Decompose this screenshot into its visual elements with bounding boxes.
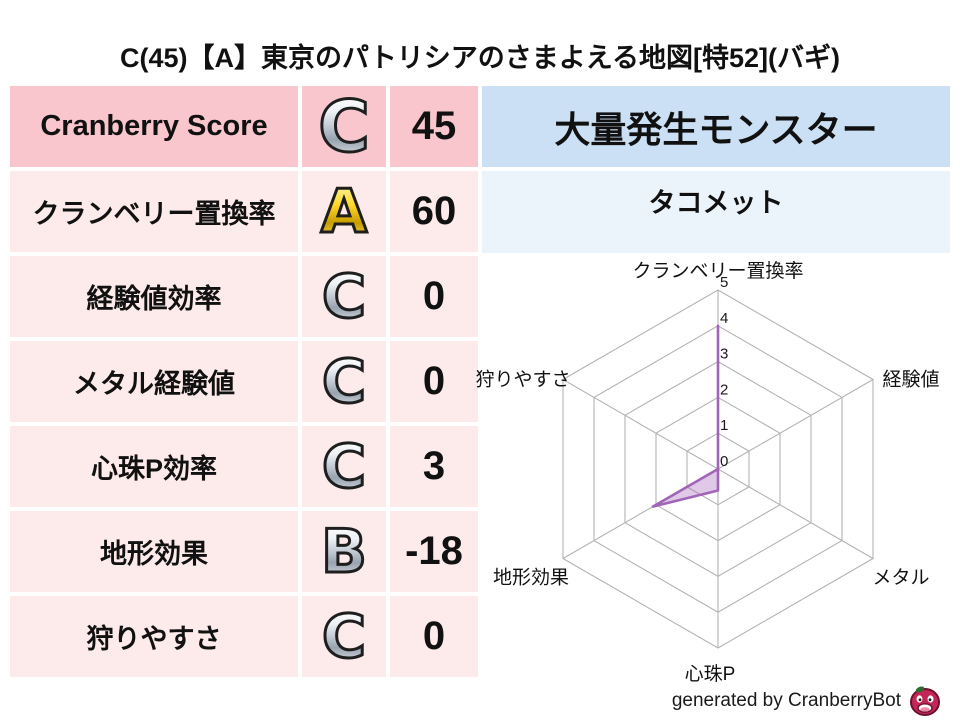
grade-badge-C: C — [320, 261, 367, 332]
grade-badge-C: C — [320, 601, 367, 672]
grade-badge-C: C — [317, 85, 371, 168]
stat-value: 60 — [390, 171, 478, 252]
cranberry-mascot-icon — [910, 686, 940, 716]
credit-text: generated by CranberryBot — [671, 690, 901, 711]
svg-text:0: 0 — [720, 453, 728, 470]
stat-label: メタル経験値 — [10, 341, 298, 422]
stat-grade-cell: C — [302, 341, 386, 422]
stat-grade-cell: C — [302, 426, 386, 507]
stat-value: 3 — [390, 426, 478, 507]
radar-data-polygon — [651, 324, 720, 508]
monster-panel-row: タコメット — [482, 171, 950, 253]
stat-value: -18 — [390, 511, 478, 592]
stat-grade-cell: C — [302, 596, 386, 677]
stat-value: 0 — [390, 256, 478, 337]
stat-label: Cranberry Score — [10, 86, 298, 167]
radar-axis-label: メタル — [873, 567, 930, 589]
stat-label: 地形効果 — [10, 511, 298, 592]
grade-badge-A: A — [319, 176, 368, 247]
stat-grade-cell: C — [302, 256, 386, 337]
svg-text:4: 4 — [720, 310, 728, 327]
grade-badge-B: B — [320, 516, 369, 587]
stat-label: 心珠P効率 — [10, 426, 298, 507]
radar-grid — [562, 289, 874, 649]
stat-label: 狩りやすさ — [10, 596, 298, 677]
svg-text:2: 2 — [720, 381, 728, 398]
stat-grade-cell: B — [302, 511, 386, 592]
radar-axis-label: 狩りやすさ — [475, 369, 570, 391]
radar-axis-label: 心珠P — [685, 663, 736, 685]
stat-label: クランベリー置換率 — [10, 171, 298, 252]
stats-table: Cranberry Score C 45 クランベリー置換率 A 60 経験値効率 C 0 メタル… — [10, 86, 478, 677]
monster-panel-title: 大量発生モンスター — [554, 108, 878, 150]
grade-badge-C: C — [320, 346, 367, 417]
svg-text:3: 3 — [720, 346, 728, 363]
radar-axis-label: クランベリー置換率 — [632, 260, 803, 282]
stat-value: 0 — [390, 341, 478, 422]
radar-axis-label: 地形効果 — [493, 567, 569, 589]
svg-text:5: 5 — [720, 274, 728, 291]
monster-panel-header: 大量発生モンスター — [482, 86, 950, 167]
stat-value: 45 — [390, 86, 478, 167]
radar-tick-labels: 0 1 2 3 4 5 — [720, 274, 728, 470]
stat-label: 経験値効率 — [10, 256, 298, 337]
radar-axes — [562, 290, 874, 648]
stat-value: 0 — [390, 596, 478, 677]
svg-text:1: 1 — [720, 417, 728, 434]
radar-axis-label: 経験値 — [883, 369, 940, 391]
page-title: C(45)【A】東京のパトリシアのさまよえる地図[特52](バギ) — [119, 43, 840, 73]
grade-badge-C: C — [320, 431, 367, 502]
stat-grade-cell: A — [302, 171, 386, 252]
footer-credit: generated by CranberryBot — [672, 684, 942, 718]
stat-grade-cell: C — [302, 86, 386, 167]
monster-name: タコメット — [648, 188, 784, 218]
